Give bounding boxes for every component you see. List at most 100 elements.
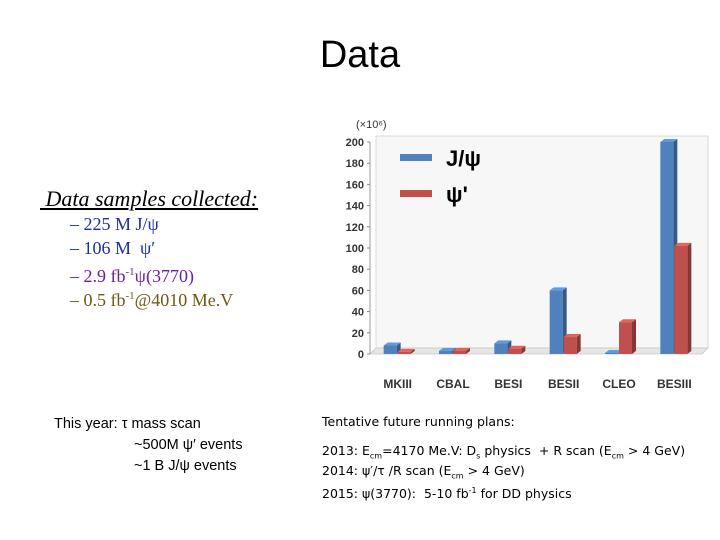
future-text: physics + R scan (E <box>480 443 612 458</box>
bar-jpsi <box>660 142 674 354</box>
sample-dash: – <box>70 266 84 286</box>
bar-top <box>660 139 678 142</box>
sample-sup: -1 <box>125 266 135 278</box>
future-sub: cm <box>451 471 464 481</box>
this-year-line2: ~500M ψ′ events <box>134 437 243 453</box>
y-tick-label: 180 <box>346 158 364 170</box>
bar-psiprime <box>619 322 632 354</box>
chart-back-wall <box>375 135 709 349</box>
sample-item-4010: – 0.5 fb-1@4010 Me.V <box>70 284 234 310</box>
bar-side <box>521 345 526 354</box>
bar-psiprime <box>508 348 522 354</box>
bar-psiprime <box>453 350 466 354</box>
sample-sup: -1 <box>125 290 135 302</box>
legend-label: ψ' <box>446 182 468 207</box>
chart-floor <box>369 347 709 355</box>
this-year-line1: τ mass scan <box>121 416 201 432</box>
y-tick-label: 0 <box>358 349 364 361</box>
future-text: > 4 GeV) <box>623 443 686 458</box>
bar-psiprime <box>674 245 688 354</box>
future-plans-block: Tentative future running plans: 2013: Ec… <box>322 414 685 501</box>
this-year-label: This year: <box>54 416 118 432</box>
bar-top <box>619 319 636 323</box>
sample-rest: (3770) <box>145 266 194 286</box>
y-tick-label: 160 <box>346 179 364 191</box>
y-tick-label: 200 <box>346 137 364 149</box>
sample-amount: 2.9 fb <box>83 266 126 286</box>
future-sub: s <box>476 451 481 461</box>
bar-top <box>674 242 692 246</box>
sample-particle: ψ′ <box>140 238 156 258</box>
x-category-label: BESIII <box>657 377 692 391</box>
legend-swatch <box>400 190 432 197</box>
sample-amount: 106 M <box>83 238 141 258</box>
future-text: 2015: ψ(3770): 5-10 fb <box>322 486 469 502</box>
slide-title: Data <box>319 34 401 76</box>
bar-top <box>383 342 401 346</box>
sample-amount: 0.5 fb <box>83 290 126 310</box>
y-tick-label: 20 <box>352 328 364 340</box>
y-tick-label: 100 <box>346 243 364 255</box>
bar-side <box>687 242 692 354</box>
x-category-label: BESII <box>548 377 579 391</box>
bar-jpsi <box>549 290 563 354</box>
future-sup: -1 <box>468 486 477 495</box>
future-text: > 4 GeV) <box>463 463 525 478</box>
bar-side <box>632 319 636 354</box>
future-heading: Tentative future running plans: <box>322 414 515 429</box>
bar-jpsi <box>605 352 618 354</box>
x-category-label: CBAL <box>436 377 469 391</box>
x-category-label: BESI <box>494 377 522 391</box>
sample-item-psiprime: – 106 M ψ′ <box>70 236 233 260</box>
sample-dash: – <box>70 214 84 234</box>
sample-dash: – <box>70 290 84 310</box>
bar-psiprime <box>397 351 411 354</box>
sample-particle: ψ <box>134 266 146 286</box>
bar-jpsi <box>383 345 397 354</box>
bar-top <box>508 345 526 349</box>
samples-list: – 225 M J/ψ – 106 M ψ′ – 2.9 fb-1ψ(3770)… <box>70 212 234 310</box>
x-category-label: MKIII <box>383 377 412 391</box>
bar-jpsi <box>494 343 508 354</box>
future-text: 2013: E <box>322 443 370 458</box>
events-bar-chart: 0 20 40 60 80 100 120 140 160 180 200 (×10⁶) MKIII CB… <box>346 119 709 391</box>
y-tick-label: 80 <box>352 264 364 276</box>
bar-jpsi <box>439 350 452 354</box>
sample-dash: – <box>70 238 84 258</box>
bar-top <box>563 334 581 338</box>
this-year-line3: ~1 B J/ψ events <box>134 458 237 474</box>
this-year-block: This year: τ mass scan ~500M ψ′ events ~… <box>54 414 243 477</box>
bar-top <box>439 347 456 351</box>
future-line-2013: 2013: Ecm=4170 Me.V: Ds physics + R scan… <box>322 441 685 461</box>
bar-top <box>549 287 567 291</box>
bar-top <box>494 340 512 344</box>
bar-top <box>397 348 415 352</box>
future-sub: cm <box>369 451 383 461</box>
y-tick-label: 140 <box>346 201 364 213</box>
future-text: for DD physics <box>476 486 572 502</box>
future-line-2014: 2014: ψ′/τ /R scan (Ecm > 4 GeV) <box>322 461 685 481</box>
bar-top <box>605 349 622 353</box>
sample-item-jpsi: – 225 M J/ψ <box>70 212 233 236</box>
y-tick-label: 120 <box>346 222 364 234</box>
y-tick-label: 40 <box>352 307 364 319</box>
bar-side <box>576 334 581 354</box>
samples-heading: Data samples collected: <box>40 186 259 211</box>
bar-side <box>410 348 415 354</box>
sample-particle: ψ <box>147 214 159 234</box>
y-tick-label: 60 <box>352 285 364 297</box>
future-text: =4170 Me.V: D <box>382 443 477 458</box>
y-axis-unit-label: (×10⁶) <box>356 119 387 131</box>
bar-side <box>466 347 470 354</box>
sample-item-psi3770: – 2.9 fb-1ψ(3770) <box>70 260 233 286</box>
future-line-2015: 2015: ψ(3770): 5-10 fb-1 for DD physics <box>322 481 685 501</box>
sample-amount: 225 M J/ <box>83 214 148 234</box>
legend-swatch <box>400 154 432 161</box>
future-text: 2014: ψ′/τ /R scan (E <box>322 463 452 478</box>
x-category-label: CLEO <box>602 377 635 391</box>
legend-label: J/ψ <box>446 146 481 171</box>
bar-top <box>453 347 470 351</box>
future-sub: cm <box>611 451 624 461</box>
sample-rest: @4010 Me.V <box>134 290 234 310</box>
bar-psiprime <box>563 337 577 354</box>
